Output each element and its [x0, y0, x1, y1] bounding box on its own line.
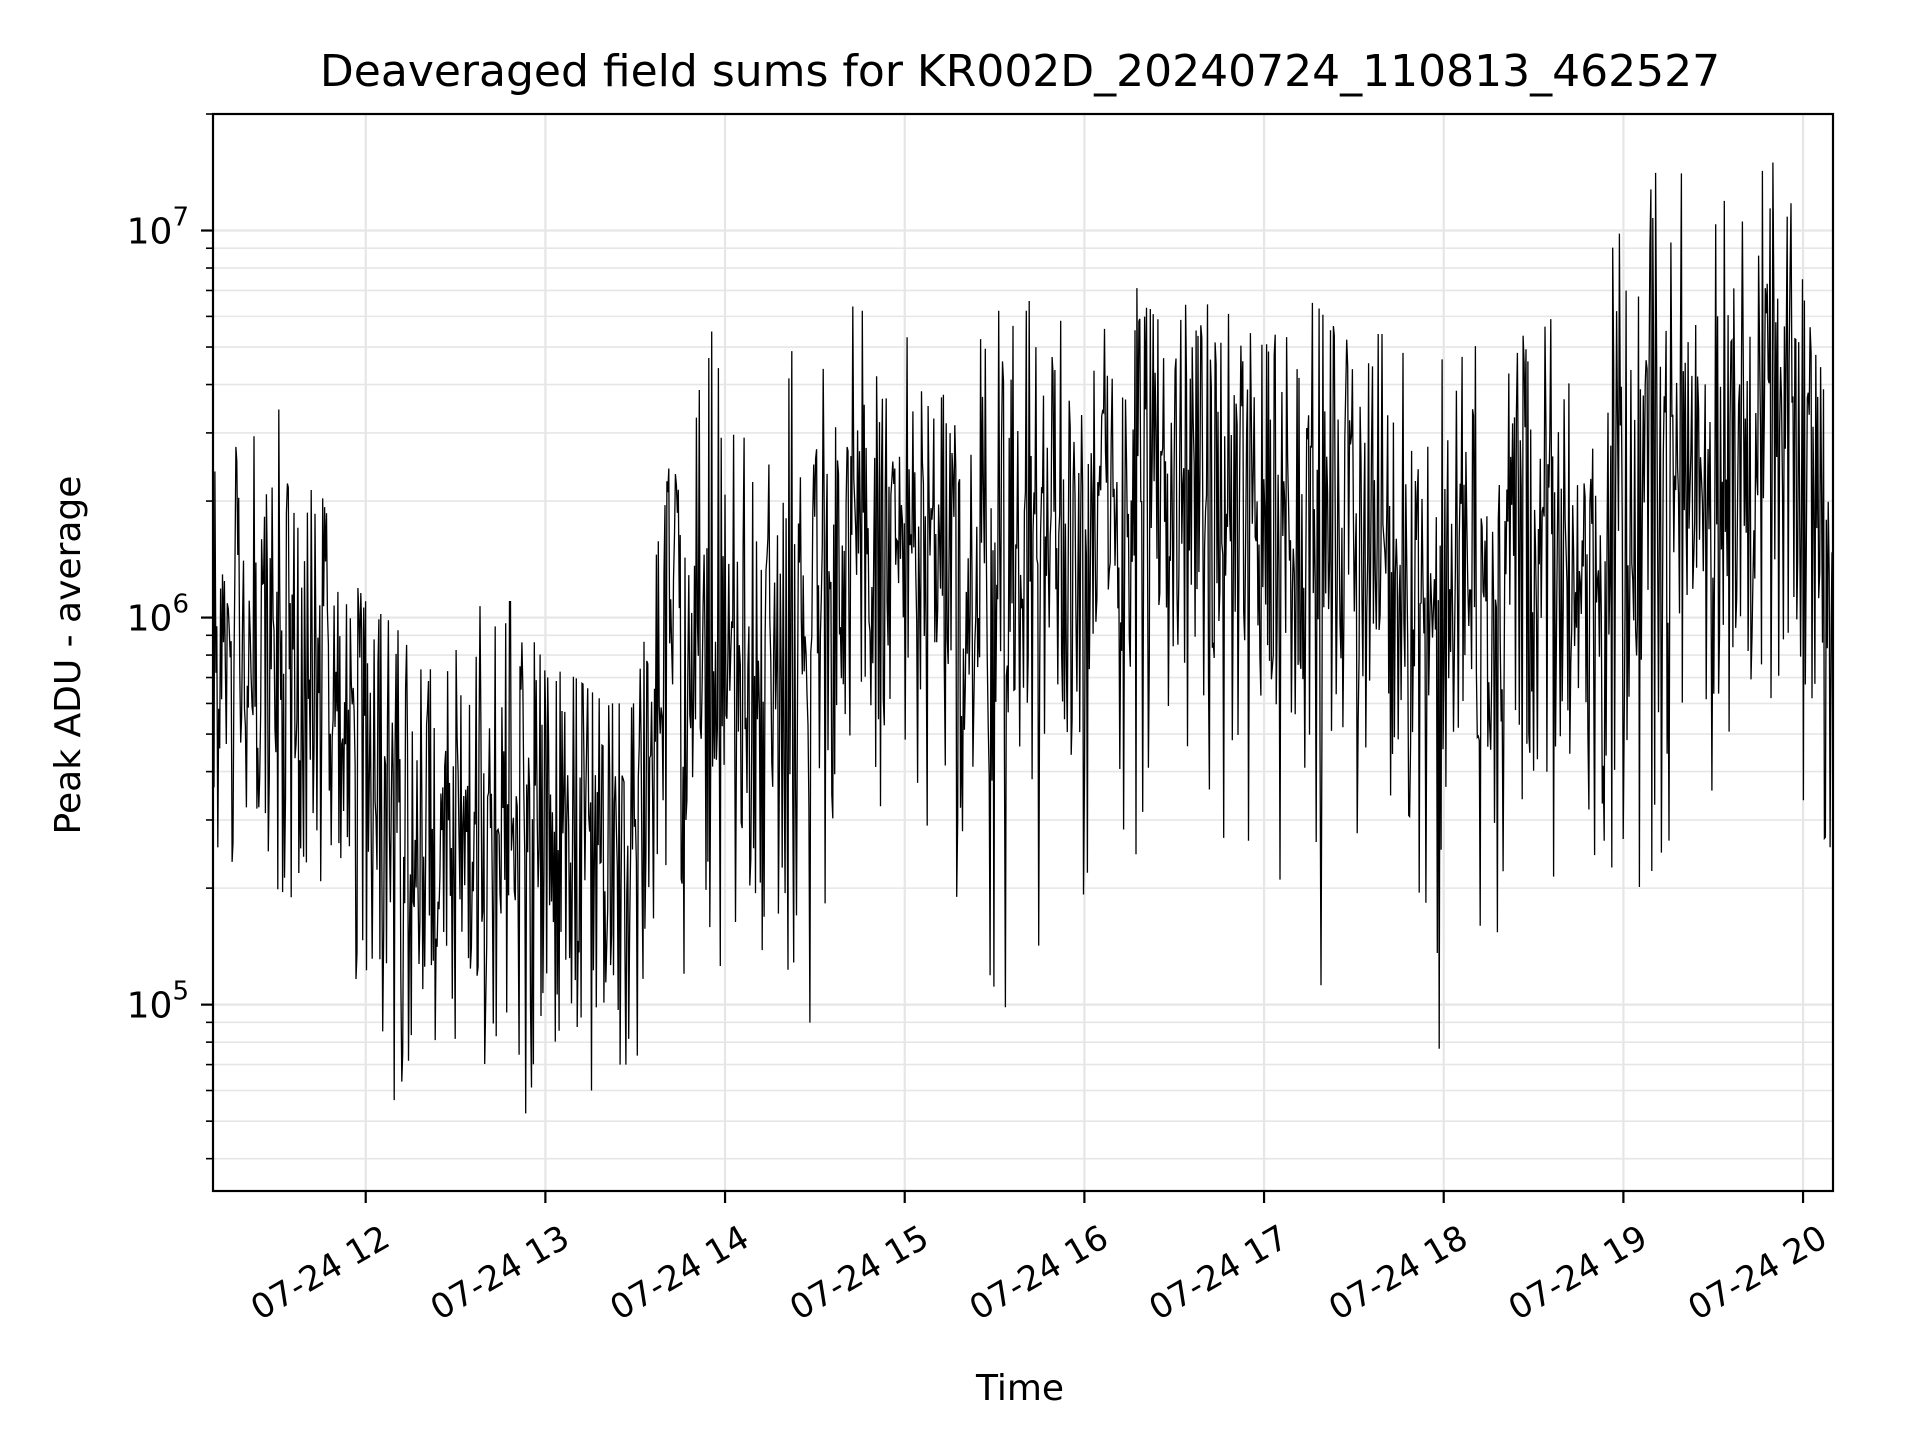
y-tick-base: 10 — [127, 986, 173, 1027]
series-layer — [212, 162, 1834, 1114]
y-tick-label: 105 — [127, 977, 189, 1027]
y-tick-label: 106 — [127, 590, 189, 640]
x-axis-label: Time — [975, 1368, 1064, 1409]
chart-title: Deaveraged field sums for KR002D_2024072… — [320, 46, 1720, 97]
y-tick-base: 10 — [127, 599, 173, 640]
series-line — [212, 162, 1834, 1114]
y-tick-exponent: 7 — [172, 203, 189, 233]
y-axis-label: Peak ADU - average — [48, 476, 89, 835]
y-tick-exponent: 5 — [172, 977, 189, 1007]
y-tick-base: 10 — [127, 212, 173, 253]
y-tick-exponent: 6 — [172, 590, 189, 620]
y-tick-label: 107 — [127, 203, 189, 253]
plot-frame — [211, 112, 1835, 1193]
